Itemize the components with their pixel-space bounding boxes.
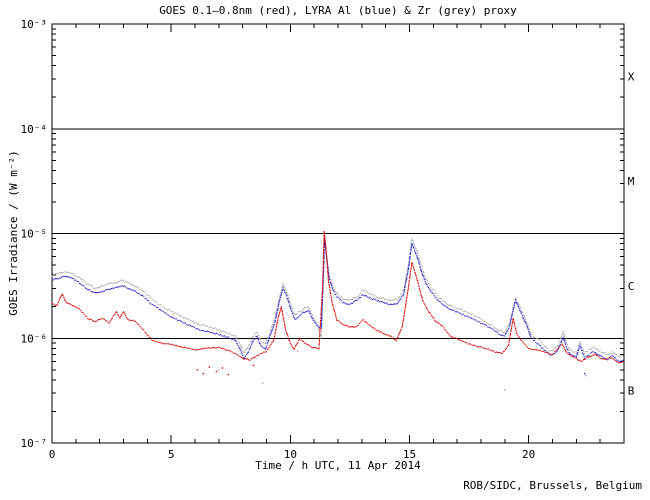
flux-class-label: B [628,385,635,398]
y-tick-label: 10⁻⁵ [21,228,48,241]
flux-class-labels: X M C B [628,70,635,397]
series-lyra-al-proxy [51,238,624,363]
series-lyra-zr-proxy [51,234,624,359]
x-tick-label: 10 [284,448,297,461]
outlier-dots [196,364,255,376]
x-tick-label: 0 [49,448,56,461]
credit-text: ROB/SIDC, Brussels, Belgium [463,479,642,492]
outlier-dots [584,372,586,375]
series-goes-0-1-0-8nm [51,231,624,364]
x-tick-label: 20 [522,448,535,461]
y-axis-ticks [52,23,624,444]
y-tick-label: 10⁻³ [21,18,48,31]
y-tick-label: 10⁻⁷ [21,437,48,450]
flux-class-label: X [628,70,635,83]
y-tick-labels: 10⁻³ 10⁻⁴ 10⁻⁵ 10⁻⁶ 10⁻⁷ [21,18,48,450]
x-tick-label: 15 [403,448,416,461]
chart-title: GOES 0.1–0.8nm (red), LYRA Al (blue) & Z… [159,4,517,17]
class-boundary-lines [52,128,624,339]
flux-class-label: C [628,280,635,293]
y-tick-label: 10⁻⁴ [21,123,48,136]
y-tick-label: 10⁻⁶ [21,332,48,345]
x-axis-ticks [51,24,601,443]
x-tick-labels: 0 5 10 15 20 [49,448,536,461]
flux-class-label: M [628,175,635,188]
outlier-dots [218,350,587,391]
y-axis-title: GOES Irradiance / (W m⁻²) [7,150,20,316]
x-axis-title: Time / h UTC, 11 Apr 2014 [255,459,421,472]
x-tick-label: 5 [168,448,175,461]
